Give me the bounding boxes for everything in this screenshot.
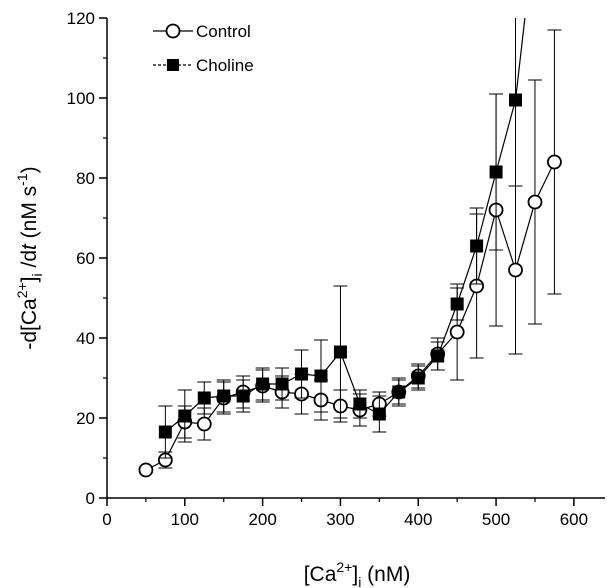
y-tick-label: 20 <box>76 409 95 428</box>
legend: Control Choline <box>153 22 254 75</box>
point-choline <box>178 409 192 423</box>
point-choline <box>236 389 250 403</box>
y-axis-title: -d[Ca2+]i /dt (nM s-1) <box>14 166 45 349</box>
series-line-control <box>145 161 555 471</box>
point-choline <box>256 377 270 391</box>
series-choline <box>158 18 526 459</box>
point-choline <box>197 391 211 405</box>
x-tick-label: 100 <box>171 510 199 529</box>
y-tick-label: 80 <box>76 169 95 188</box>
x-tick-label: 500 <box>482 510 510 529</box>
point-control <box>527 194 543 210</box>
y-tick-label: 0 <box>86 489 95 508</box>
x-tick-label: 0 <box>102 510 111 529</box>
series-layer <box>138 18 562 478</box>
x-tick-label: 200 <box>248 510 276 529</box>
point-choline <box>431 349 445 363</box>
x-axis-title: [Ca2+]i (nM) <box>304 559 411 588</box>
legend-marker-control <box>165 23 181 39</box>
point-choline <box>295 367 309 381</box>
point-choline <box>489 165 503 179</box>
point-choline <box>353 397 367 411</box>
x-tick-label: 600 <box>560 510 588 529</box>
point-control <box>508 262 523 278</box>
axes-layer: 0 100 200 300 400 500 600 0 20 40 60 80 100 120 <box>67 9 605 529</box>
point-choline <box>392 385 406 399</box>
legend-entry-choline: Choline <box>153 56 254 75</box>
legend-marker-choline <box>167 59 179 71</box>
x-tick-label: 300 <box>326 510 354 529</box>
y-tick-label: 60 <box>76 249 95 268</box>
point-choline <box>450 297 464 311</box>
point-control <box>138 462 154 478</box>
y-tick-label: 40 <box>76 329 95 348</box>
point-choline <box>372 407 386 421</box>
point-control <box>449 324 465 340</box>
legend-label-choline: Choline <box>196 56 254 75</box>
point-control <box>196 416 212 432</box>
point-choline <box>470 239 484 253</box>
point-choline <box>314 369 328 383</box>
x-tick-label: 400 <box>404 510 432 529</box>
point-choline <box>275 377 289 391</box>
legend-label-control: Control <box>196 22 251 41</box>
y-tick-label: 100 <box>67 89 95 108</box>
legend-entry-control: Control <box>153 22 251 41</box>
point-control <box>547 154 562 170</box>
point-choline <box>158 425 172 439</box>
series-control <box>138 29 562 478</box>
point-choline <box>333 345 347 359</box>
point-choline <box>217 389 231 403</box>
point-choline <box>509 93 523 107</box>
point-choline <box>411 371 425 385</box>
y-tick-label: 120 <box>67 9 95 28</box>
